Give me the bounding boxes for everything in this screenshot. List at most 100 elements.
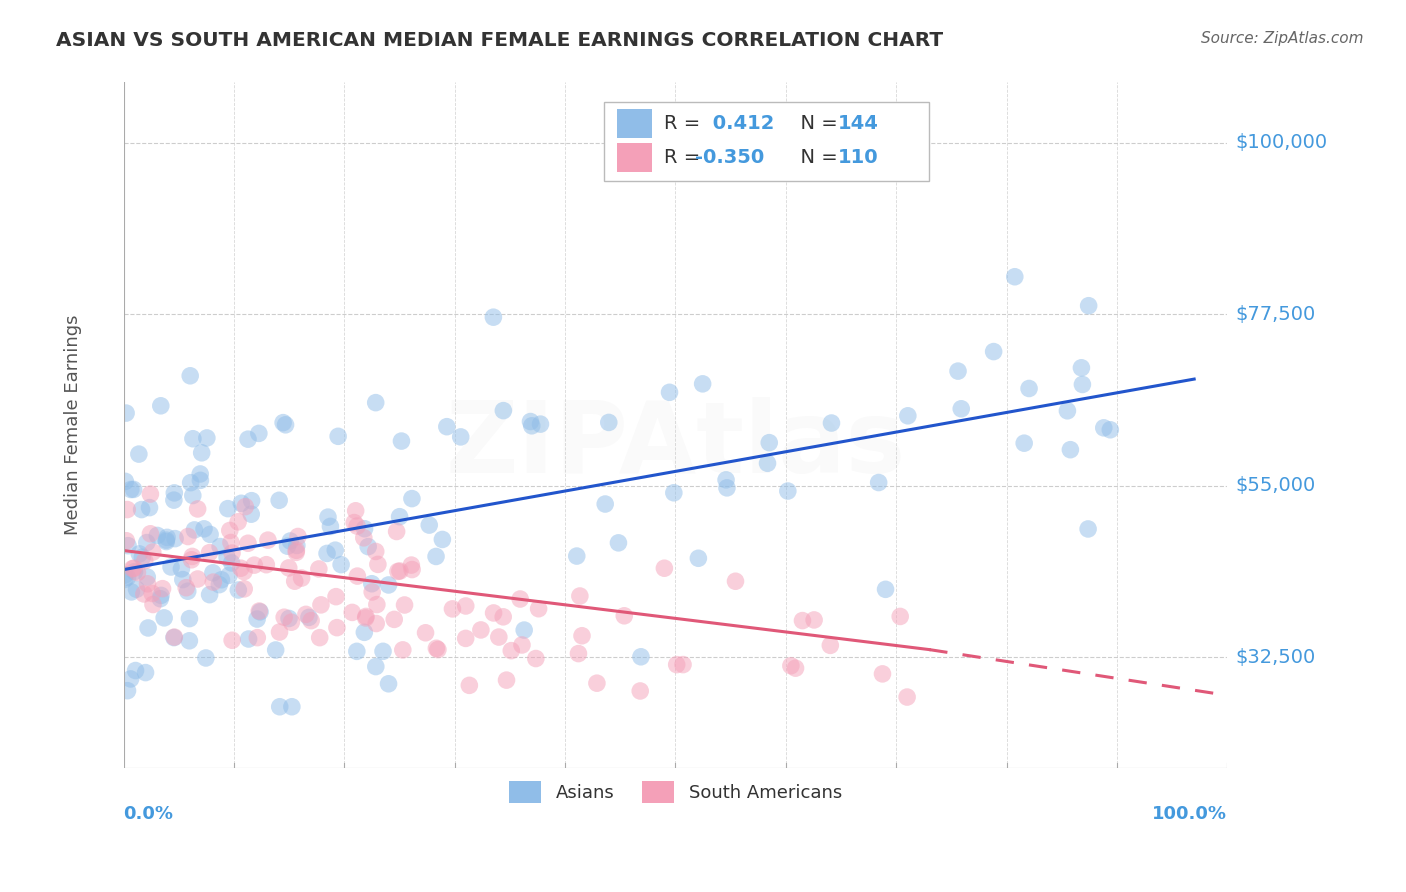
Point: [139, 487, 162, 501]
Point: [377, 578, 399, 592]
Point: [571, 629, 593, 643]
Point: [371, 644, 394, 658]
Text: R =: R =: [665, 114, 707, 133]
Point: [513, 623, 536, 637]
Point: [309, 598, 332, 612]
Point: [353, 531, 375, 545]
Point: [716, 481, 738, 495]
Point: [792, 614, 814, 628]
Point: [353, 625, 375, 640]
Point: [385, 524, 408, 539]
Point: [163, 493, 186, 508]
Point: [236, 432, 259, 446]
Point: [269, 699, 291, 714]
Point: [613, 608, 636, 623]
Point: [131, 502, 153, 516]
Point: [342, 606, 364, 620]
Legend: Asians, South Americans: Asians, South Americans: [502, 773, 849, 810]
Point: [136, 621, 159, 635]
Point: [803, 613, 825, 627]
Point: [233, 500, 256, 514]
Point: [299, 614, 322, 628]
Point: [257, 533, 280, 548]
Point: [607, 536, 630, 550]
Point: [217, 501, 239, 516]
Point: [117, 683, 139, 698]
Point: [121, 561, 143, 575]
Point: [277, 561, 299, 575]
Point: [316, 510, 339, 524]
Point: [492, 610, 515, 624]
Point: [181, 549, 204, 564]
Text: 0.0%: 0.0%: [124, 805, 173, 823]
Point: [180, 553, 202, 567]
Point: [142, 598, 165, 612]
Point: [134, 554, 156, 568]
Point: [630, 649, 652, 664]
Point: [229, 561, 252, 575]
Point: [238, 632, 260, 646]
Point: [401, 491, 423, 506]
Point: [391, 434, 413, 448]
Point: [233, 582, 256, 596]
Point: [436, 419, 458, 434]
Point: [889, 609, 911, 624]
Point: [278, 611, 301, 625]
Point: [114, 475, 136, 489]
Point: [295, 607, 318, 622]
Point: [527, 601, 550, 615]
Point: [114, 568, 136, 582]
Point: [364, 395, 387, 409]
Point: [418, 518, 440, 533]
Point: [872, 666, 894, 681]
Point: [285, 538, 308, 552]
Text: -0.350: -0.350: [696, 148, 765, 167]
Point: [1099, 423, 1122, 437]
Point: [177, 584, 200, 599]
Point: [179, 633, 201, 648]
Point: [231, 496, 253, 510]
Text: 100.0%: 100.0%: [1153, 805, 1227, 823]
Point: [198, 546, 221, 560]
Point: [367, 558, 389, 572]
Point: [482, 606, 505, 620]
Point: [180, 475, 202, 490]
Point: [316, 546, 339, 560]
Point: [1070, 360, 1092, 375]
Point: [149, 399, 172, 413]
Point: [218, 568, 240, 582]
Point: [353, 522, 375, 536]
Point: [195, 431, 218, 445]
Point: [187, 502, 209, 516]
Point: [122, 561, 145, 575]
Point: [950, 401, 973, 416]
Point: [415, 625, 437, 640]
Point: [155, 533, 177, 547]
Point: [201, 566, 224, 580]
Point: [325, 590, 347, 604]
Point: [219, 535, 242, 549]
Point: [366, 598, 388, 612]
Point: [394, 598, 416, 612]
Point: [122, 483, 145, 497]
Point: [401, 563, 423, 577]
Point: [115, 533, 138, 548]
Point: [1012, 436, 1035, 450]
Point: [346, 644, 368, 658]
Point: [163, 631, 186, 645]
Text: ZIPAtlas: ZIPAtlas: [446, 397, 905, 494]
Text: $55,000: $55,000: [1236, 476, 1316, 495]
Point: [482, 310, 505, 325]
Point: [194, 651, 217, 665]
Point: [458, 678, 481, 692]
Point: [510, 638, 533, 652]
Point: [520, 418, 543, 433]
Point: [524, 651, 547, 665]
Point: [187, 572, 209, 586]
Point: [233, 565, 256, 579]
Point: [135, 665, 157, 680]
Point: [567, 647, 589, 661]
Point: [183, 523, 205, 537]
Point: [170, 562, 193, 576]
Point: [190, 474, 212, 488]
